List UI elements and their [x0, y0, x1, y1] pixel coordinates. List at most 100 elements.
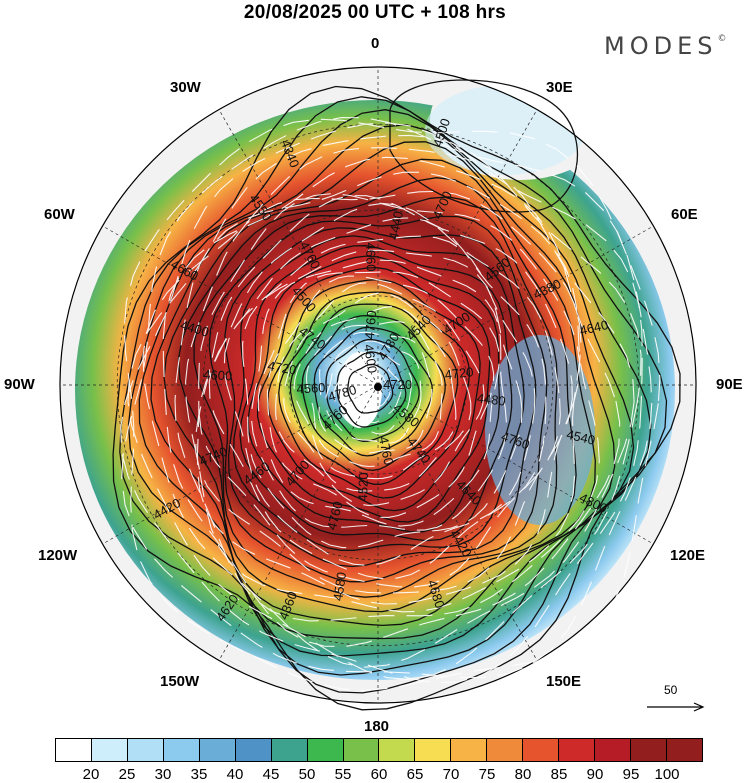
- colorbar-cell: [487, 739, 524, 761]
- colorbar-cell: [127, 739, 164, 761]
- streamline: [354, 371, 391, 411]
- height-contour: [138, 124, 635, 657]
- height-contour: [208, 215, 548, 583]
- colorbar-cell: [307, 739, 344, 761]
- streamline: [293, 306, 457, 480]
- colorbar-label: 40: [226, 766, 244, 783]
- height-contour: [239, 245, 513, 542]
- streamline: [121, 117, 653, 679]
- streamline: [196, 193, 581, 605]
- colorbar-label: 20: [82, 766, 100, 783]
- height-contour: [112, 85, 681, 711]
- streamline: [283, 292, 472, 492]
- colorbar-label: 100: [654, 766, 680, 783]
- lon-label-60w: 60W: [44, 206, 75, 223]
- meridian-line: [377, 109, 538, 386]
- contour-label: 4520: [355, 472, 371, 501]
- height-contour: [163, 158, 596, 627]
- colorbar-cell: [56, 739, 92, 761]
- height-contour: [256, 266, 491, 523]
- colorbar-cell: [559, 739, 596, 761]
- colorbar-label: 70: [442, 766, 460, 783]
- contour-label: 4760: [324, 500, 346, 532]
- colorbar-label: 50: [298, 766, 316, 783]
- latitude-circle: [288, 295, 468, 475]
- streamline: [142, 147, 635, 668]
- contour-label: 4760: [376, 435, 396, 466]
- meridian-line: [102, 384, 379, 545]
- contour-label: 4720: [383, 377, 412, 392]
- colorbar-label: 95: [622, 766, 640, 783]
- streamline: [333, 350, 413, 435]
- colorbar-cell: [163, 739, 200, 761]
- colorbar-cell: [631, 739, 667, 761]
- high-contour: [389, 79, 579, 213]
- contour-label: 4720: [266, 358, 297, 378]
- streamline: [251, 259, 507, 531]
- streamline: [275, 282, 485, 506]
- streamline: [208, 217, 547, 580]
- contour-label: 4480: [476, 390, 506, 408]
- contour-label: 4600: [361, 343, 380, 374]
- contour-labels: 4720476047604740472047004760476047604740…: [151, 117, 610, 624]
- meridian-line: [218, 384, 379, 661]
- contour-label: 4580: [330, 571, 349, 602]
- streamline: [120, 122, 643, 684]
- height-contour: [336, 351, 407, 428]
- streamline: [257, 271, 500, 527]
- colorbar-cell: [415, 739, 452, 761]
- reference-vector-arrow: [647, 702, 705, 712]
- lon-label-30w: 30W: [170, 79, 201, 96]
- colorbar-label: 25: [118, 766, 136, 783]
- colorbar-cell: [523, 739, 560, 761]
- contour-label: 4440: [386, 210, 406, 241]
- contour-label: 4760: [362, 310, 379, 340]
- lon-label-180: 180: [364, 718, 390, 735]
- contour-label: 4720: [444, 364, 474, 382]
- colorbar-cell: [379, 739, 416, 761]
- streamline: [223, 235, 536, 567]
- streamline: [305, 321, 443, 468]
- colorbar-cell: [235, 739, 272, 761]
- streamline: [324, 340, 422, 444]
- lon-label-120w: 120W: [38, 547, 78, 564]
- height-contour: [278, 291, 471, 499]
- lon-label-0: 0: [371, 35, 380, 52]
- colorbar-cell: [451, 739, 488, 761]
- lon-label-150w: 150W: [160, 673, 200, 690]
- height-contour: [127, 109, 652, 676]
- map-title: 20/08/2025 00 UTC + 108 hrs: [243, 2, 507, 23]
- meridian-line: [218, 109, 379, 386]
- meridian-line: [377, 384, 654, 545]
- colorbar-cell: [199, 739, 236, 761]
- height-contour: [267, 279, 481, 512]
- contour-label: 4560: [296, 380, 326, 397]
- colorbar-cell: [343, 739, 380, 761]
- height-contours: [112, 79, 681, 711]
- colorbar-label: 85: [550, 766, 568, 783]
- height-contour: [289, 303, 459, 485]
- wind-streamlines: [120, 117, 661, 691]
- meridian-line: [377, 384, 538, 661]
- streamline: [195, 195, 573, 594]
- height-contour: [325, 338, 420, 442]
- contour-label: 4640: [578, 317, 610, 338]
- streamline: [242, 249, 523, 549]
- reference-vector-label: 50: [664, 683, 678, 697]
- lon-label-90e: 90E: [716, 376, 743, 393]
- streamline: [123, 118, 661, 691]
- lon-label-60e: 60E: [671, 206, 698, 223]
- colorbar-label: 65: [406, 766, 424, 783]
- height-contour: [232, 235, 525, 551]
- lon-label-30e: 30E: [546, 79, 573, 96]
- height-contour: [301, 314, 446, 471]
- lon-label-150e: 150E: [546, 673, 582, 690]
- height-contour: [347, 363, 394, 414]
- colorbar-cell: [595, 739, 631, 761]
- colorbar-label: 90: [586, 766, 604, 783]
- colorbar-cell: [91, 739, 128, 761]
- colorbar: [55, 738, 703, 762]
- streamline: [162, 156, 621, 648]
- colorbar-label: 75: [478, 766, 496, 783]
- polar-map: 4720476047604740472047004760476047604740…: [59, 66, 697, 711]
